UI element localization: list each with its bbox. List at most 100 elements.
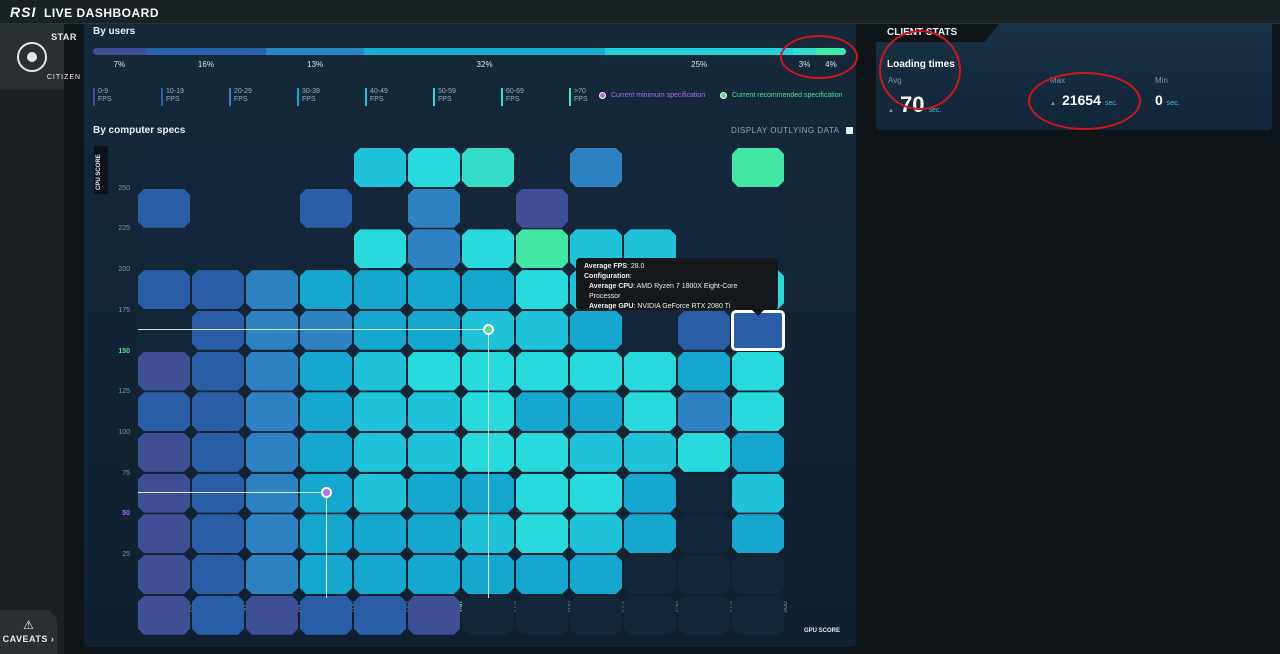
heatmap-cell[interactable] — [624, 392, 676, 432]
heatmap-cell[interactable] — [246, 310, 298, 350]
heatmap-cell[interactable] — [192, 229, 244, 269]
heatmap-cell[interactable] — [408, 270, 460, 310]
heatmap-cell[interactable] — [570, 595, 622, 635]
heatmap-cell[interactable] — [624, 310, 676, 350]
heatmap-cell[interactable] — [300, 351, 352, 391]
heatmap-cell[interactable] — [462, 188, 514, 228]
heatmap-cell[interactable] — [300, 432, 352, 472]
heatmap-cell[interactable] — [354, 595, 406, 635]
heatmap-cell[interactable] — [678, 555, 730, 594]
heatmap-cell[interactable] — [624, 351, 676, 391]
heatmap-cell[interactable] — [516, 432, 568, 472]
heatmap-cell[interactable] — [624, 188, 676, 228]
heatmap-cell[interactable] — [516, 148, 568, 187]
heatmap-cell[interactable] — [570, 310, 622, 350]
users-bar-segment[interactable] — [145, 48, 267, 55]
heatmap-cell[interactable] — [354, 229, 406, 269]
heatmap-cell[interactable] — [192, 392, 244, 432]
heatmap-cell[interactable] — [678, 432, 730, 472]
heatmap-cell[interactable] — [300, 148, 352, 187]
heatmap-cell[interactable] — [678, 473, 730, 513]
heatmap-cell[interactable] — [462, 148, 514, 187]
heatmap-cell[interactable] — [516, 270, 568, 310]
heatmap-cell[interactable] — [246, 555, 298, 594]
heatmap-cell[interactable] — [300, 270, 352, 310]
heatmap-cell[interactable] — [516, 595, 568, 635]
heatmap-cell[interactable] — [516, 310, 568, 350]
heatmap-cell[interactable] — [516, 188, 568, 228]
rsi-logo[interactable]: RSI — [10, 4, 37, 20]
heatmap-cell[interactable] — [624, 432, 676, 472]
heatmap-cell[interactable] — [516, 514, 568, 554]
heatmap-cell[interactable] — [516, 351, 568, 391]
users-bar-segment[interactable] — [364, 48, 605, 55]
heatmap-cell[interactable] — [408, 310, 460, 350]
heatmap-cell[interactable] — [624, 148, 676, 187]
heatmap-cell[interactable] — [138, 148, 190, 187]
heatmap-cell[interactable] — [624, 514, 676, 554]
heatmap-cell[interactable] — [732, 392, 784, 432]
heatmap-cell[interactable] — [678, 595, 730, 635]
heatmap-cell[interactable] — [192, 555, 244, 594]
heatmap-cell[interactable] — [138, 432, 190, 472]
heatmap-cell[interactable] — [246, 514, 298, 554]
heatmap-cell[interactable] — [570, 188, 622, 228]
heatmap-cell[interactable] — [678, 514, 730, 554]
heatmap-cell[interactable] — [192, 148, 244, 187]
heatmap-cell[interactable] — [192, 270, 244, 310]
heatmap-cell[interactable] — [516, 392, 568, 432]
heatmap-cell[interactable] — [462, 229, 514, 269]
heatmap-cell[interactable] — [516, 555, 568, 594]
heatmap-cell[interactable] — [246, 595, 298, 635]
heatmap-cell[interactable] — [732, 188, 784, 228]
users-bar-segment[interactable] — [605, 48, 794, 55]
heatmap-cell[interactable] — [516, 473, 568, 513]
heatmap-cell[interactable] — [408, 392, 460, 432]
heatmap-cell[interactable] — [300, 229, 352, 269]
heatmap-cell[interactable] — [570, 351, 622, 391]
heatmap-cell[interactable] — [678, 392, 730, 432]
heatmap-cell[interactable] — [678, 351, 730, 391]
selected-cell[interactable] — [731, 309, 785, 351]
min-spec-marker[interactable] — [321, 486, 332, 498]
heatmap-cell[interactable] — [570, 555, 622, 594]
heatmap-cell[interactable] — [462, 270, 514, 310]
heatmap-cell[interactable] — [354, 555, 406, 594]
heatmap-cell[interactable] — [192, 473, 244, 513]
heatmap-cell[interactable] — [678, 148, 730, 187]
heatmap-cell[interactable] — [354, 148, 406, 187]
heatmap-cell[interactable] — [354, 514, 406, 554]
heatmap-cell[interactable] — [354, 270, 406, 310]
heatmap-cell[interactable] — [408, 514, 460, 554]
heatmap-cell[interactable] — [246, 432, 298, 472]
heatmap-cell[interactable] — [192, 514, 244, 554]
heatmap-cell[interactable] — [678, 310, 730, 350]
heatmap-cell[interactable] — [138, 188, 190, 228]
heatmap-cell[interactable] — [138, 392, 190, 432]
heatmap-cell[interactable] — [138, 310, 190, 350]
heatmap-cell[interactable] — [138, 473, 190, 513]
heatmap-cell[interactable] — [570, 432, 622, 472]
heatmap-cell[interactable] — [624, 595, 676, 635]
heatmap-cell[interactable] — [732, 473, 784, 513]
heatmap-cell[interactable] — [246, 473, 298, 513]
heatmap-cell[interactable] — [192, 188, 244, 228]
heatmap-cell[interactable] — [354, 392, 406, 432]
heatmap-cell[interactable] — [570, 148, 622, 187]
heatmap-cell[interactable] — [408, 555, 460, 594]
heatmap-cell[interactable] — [138, 555, 190, 594]
users-bar-segment[interactable] — [93, 48, 146, 55]
heatmap-cell[interactable] — [354, 432, 406, 472]
heatmap-cell[interactable] — [732, 555, 784, 594]
heatmap-cell[interactable] — [192, 595, 244, 635]
heatmap-cell[interactable] — [732, 514, 784, 554]
heatmap-cell[interactable] — [192, 432, 244, 472]
heatmap-cell[interactable] — [408, 595, 460, 635]
heatmap-cell[interactable] — [138, 229, 190, 269]
heatmap-cell[interactable] — [408, 148, 460, 187]
heatmap-cell[interactable] — [408, 432, 460, 472]
heatmap-cell[interactable] — [732, 351, 784, 391]
heatmap-cell[interactable] — [300, 392, 352, 432]
outlying-checkbox[interactable] — [846, 127, 854, 134]
heatmap-cell[interactable] — [354, 473, 406, 513]
